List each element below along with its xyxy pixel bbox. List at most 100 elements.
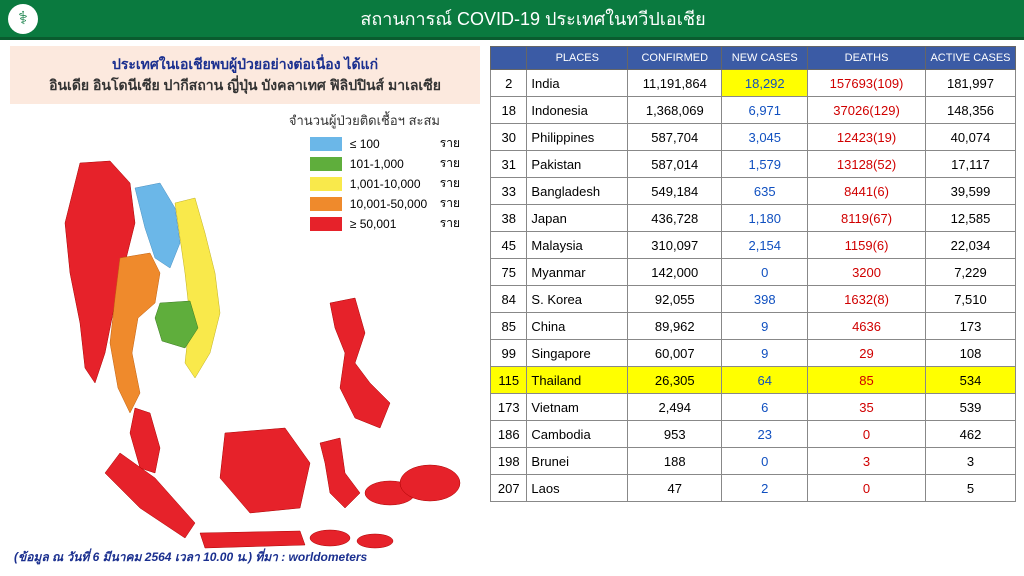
legend-swatch (310, 137, 342, 151)
cell-active: 7,510 (925, 286, 1015, 313)
cell-rank: 186 (491, 421, 527, 448)
cell-rank: 31 (491, 151, 527, 178)
cell-deaths: 8441(6) (808, 178, 926, 205)
covid-table: PLACESCONFIRMEDNEW CASESDEATHSACTIVE CAS… (490, 46, 1016, 502)
cell-rank: 84 (491, 286, 527, 313)
cell-deaths: 8119(67) (808, 205, 926, 232)
banner-line1: ประเทศในเอเชียพบผู้ป่วยอย่างต่อเนื่อง ได… (16, 54, 474, 75)
cell-conf: 1,368,069 (628, 97, 722, 124)
table-row: 173Vietnam2,494635539 (491, 394, 1016, 421)
ministry-logo: ⚕ (8, 4, 38, 34)
cell-place: Cambodia (527, 421, 628, 448)
cell-place: Indonesia (527, 97, 628, 124)
cell-rank: 85 (491, 313, 527, 340)
cell-deaths: 29 (808, 340, 926, 367)
cell-conf: 436,728 (628, 205, 722, 232)
cell-deaths: 3200 (808, 259, 926, 286)
table-row: 207Laos47205 (491, 475, 1016, 502)
cell-deaths: 37026(129) (808, 97, 926, 124)
cell-conf: 2,494 (628, 394, 722, 421)
page-title: สถานการณ์ COVID-19 ประเทศในทวีปเอเชีย (50, 4, 1016, 33)
table-header-cell: DEATHS (808, 47, 926, 70)
header-bar: ⚕ สถานการณ์ COVID-19 ประเทศในทวีปเอเชีย (0, 0, 1024, 40)
table-row: 31Pakistan587,0141,57913128(52)17,117 (491, 151, 1016, 178)
cell-active: 5 (925, 475, 1015, 502)
cell-deaths: 85 (808, 367, 926, 394)
table-header-cell: NEW CASES (722, 47, 808, 70)
cell-conf: 47 (628, 475, 722, 502)
cell-deaths: 157693(109) (808, 70, 926, 97)
cell-rank: 30 (491, 124, 527, 151)
table-row: 186Cambodia953230462 (491, 421, 1016, 448)
cell-place: Philippines (527, 124, 628, 151)
legend-title: จำนวนผู้ป่วยติดเชื้อฯ สะสม (10, 110, 440, 131)
cell-rank: 207 (491, 475, 527, 502)
table-row: 115Thailand26,3056485534 (491, 367, 1016, 394)
cell-place: Pakistan (527, 151, 628, 178)
cell-place: China (527, 313, 628, 340)
cell-active: 22,034 (925, 232, 1015, 259)
cell-new: 64 (722, 367, 808, 394)
cell-place: Malaysia (527, 232, 628, 259)
cell-conf: 953 (628, 421, 722, 448)
cell-rank: 38 (491, 205, 527, 232)
cell-active: 539 (925, 394, 1015, 421)
cell-conf: 310,097 (628, 232, 722, 259)
cell-conf: 142,000 (628, 259, 722, 286)
cell-deaths: 4636 (808, 313, 926, 340)
cell-conf: 11,191,864 (628, 70, 722, 97)
cell-rank: 75 (491, 259, 527, 286)
cell-deaths: 0 (808, 475, 926, 502)
cell-new: 1,180 (722, 205, 808, 232)
table-row: 30Philippines587,7043,04512423(19)40,074 (491, 124, 1016, 151)
table-header-cell: CONFIRMED (628, 47, 722, 70)
cell-deaths: 1632(8) (808, 286, 926, 313)
cell-new: 398 (722, 286, 808, 313)
cell-deaths: 12423(19) (808, 124, 926, 151)
cell-place: Laos (527, 475, 628, 502)
table-header-cell: ACTIVE CASES (925, 47, 1015, 70)
cell-active: 7,229 (925, 259, 1015, 286)
cell-deaths: 13128(52) (808, 151, 926, 178)
cell-active: 181,997 (925, 70, 1015, 97)
content: ประเทศในเอเชียพบผู้ป่วยอย่างต่อเนื่อง ได… (0, 40, 1024, 573)
cell-new: 0 (722, 448, 808, 475)
cell-rank: 18 (491, 97, 527, 124)
summary-banner: ประเทศในเอเชียพบผู้ป่วยอย่างต่อเนื่อง ได… (10, 46, 480, 104)
banner-line2: อินเดีย อินโดนีเซีย ปากีสถาน ญี่ปุ่น บัง… (16, 75, 474, 96)
cell-rank: 2 (491, 70, 527, 97)
cell-rank: 173 (491, 394, 527, 421)
table-row: 198Brunei188033 (491, 448, 1016, 475)
map-area: ≤ 100ราย101-1,000ราย1,001-10,000ราย10,00… (10, 133, 480, 546)
table-row: 45Malaysia310,0972,1541159(6)22,034 (491, 232, 1016, 259)
cell-conf: 92,055 (628, 286, 722, 313)
cell-place: India (527, 70, 628, 97)
cell-active: 534 (925, 367, 1015, 394)
cell-new: 9 (722, 340, 808, 367)
table-row: 75Myanmar142,000032007,229 (491, 259, 1016, 286)
table-row: 84S. Korea92,0553981632(8)7,510 (491, 286, 1016, 313)
left-panel: ประเทศในเอเชียพบผู้ป่วยอย่างต่อเนื่อง ได… (0, 40, 490, 573)
table-row: 38Japan436,7281,1808119(67)12,585 (491, 205, 1016, 232)
table-row: 85China89,96294636173 (491, 313, 1016, 340)
cell-active: 40,074 (925, 124, 1015, 151)
cell-rank: 198 (491, 448, 527, 475)
cell-active: 173 (925, 313, 1015, 340)
cell-active: 462 (925, 421, 1015, 448)
cell-new: 9 (722, 313, 808, 340)
cell-new: 18,292 (722, 70, 808, 97)
cell-conf: 89,962 (628, 313, 722, 340)
cell-conf: 549,184 (628, 178, 722, 205)
table-body: 2India11,191,86418,292157693(109)181,997… (491, 70, 1016, 502)
cell-active: 12,585 (925, 205, 1015, 232)
cell-place: S. Korea (527, 286, 628, 313)
cell-active: 148,356 (925, 97, 1015, 124)
legend-row: ≤ 100ราย (310, 134, 460, 153)
cell-rank: 115 (491, 367, 527, 394)
cell-new: 23 (722, 421, 808, 448)
cell-place: Singapore (527, 340, 628, 367)
cell-deaths: 3 (808, 448, 926, 475)
cell-rank: 45 (491, 232, 527, 259)
cell-active: 108 (925, 340, 1015, 367)
table-header-row: PLACESCONFIRMEDNEW CASESDEATHSACTIVE CAS… (491, 47, 1016, 70)
